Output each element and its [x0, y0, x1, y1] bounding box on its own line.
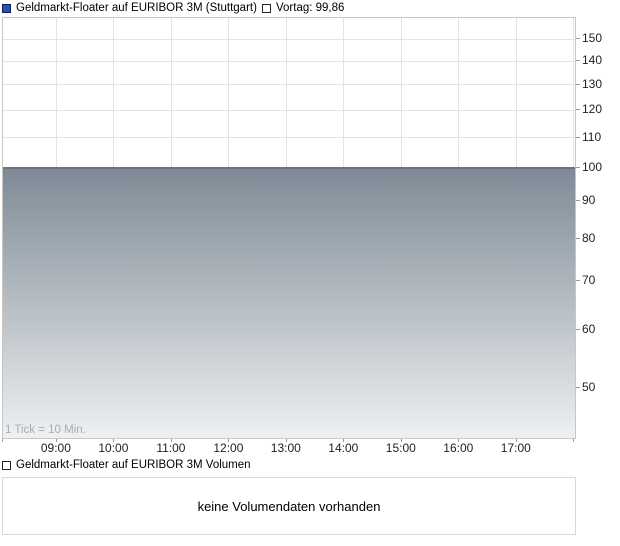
- series-checkbox-icon[interactable]: [2, 3, 11, 13]
- y-axis: 150 140 130 120 110 100 90 80 70 60 50: [576, 17, 620, 439]
- y-axis-tick: [576, 60, 580, 62]
- y-axis-tick: [576, 136, 580, 138]
- x-axis-tick: [55, 439, 57, 442]
- y-axis-tick: [576, 38, 580, 40]
- y-axis-label: 100: [582, 159, 603, 174]
- x-axis-tick: [170, 439, 172, 442]
- y-axis-label: 90: [582, 193, 596, 208]
- y-axis-label: 120: [582, 102, 603, 117]
- y-axis-label: 60: [582, 321, 596, 336]
- h-gridline: [3, 109, 575, 111]
- x-axis-tick: [573, 439, 575, 442]
- x-axis-tick: [285, 439, 287, 442]
- x-axis-tick: [515, 439, 517, 442]
- x-axis-label: 10:00: [98, 441, 129, 455]
- y-axis-tick: [576, 109, 580, 111]
- x-axis-tick: [2, 439, 3, 442]
- x-axis: 09:00 10:00 11:00 12:00 13:00 14:00 15:00 16:00…: [2, 439, 576, 455]
- y-axis-tick: [576, 166, 580, 168]
- tick-interval-note: 1 Tick = 10 Min.: [5, 424, 86, 436]
- y-axis-label: 150: [582, 31, 603, 46]
- x-axis-label: 13:00: [270, 441, 301, 455]
- previous-close-legend[interactable]: Vortag: 99,86: [262, 2, 344, 14]
- previous-close-legend-label: Vortag: 99,86: [276, 2, 345, 14]
- y-axis-tick: [576, 200, 580, 202]
- y-axis-label: 130: [582, 76, 603, 91]
- x-axis-label: 09:00: [40, 441, 71, 455]
- x-axis-label: 11:00: [156, 441, 186, 455]
- x-axis-tick: [458, 439, 460, 442]
- h-gridline: [3, 137, 575, 139]
- price-series-legend-label: Geldmarkt-Floater auf EURIBOR 3M (Stuttg…: [16, 2, 257, 14]
- x-axis-tick: [228, 439, 230, 442]
- y-axis-tick: [576, 328, 580, 330]
- x-axis-tick: [343, 439, 345, 442]
- volume-checkbox-icon[interactable]: [2, 460, 11, 470]
- x-axis-label: 15:00: [385, 441, 416, 455]
- x-axis-label: 12:00: [213, 441, 244, 455]
- volume-panel: keine Volumendaten vorhanden: [2, 477, 576, 535]
- y-axis-label: 110: [582, 129, 602, 144]
- volume-legend-label: Geldmarkt-Floater auf EURIBOR 3M Volumen: [16, 459, 251, 471]
- volume-series-legend[interactable]: Geldmarkt-Floater auf EURIBOR 3M Volumen: [2, 459, 251, 471]
- y-axis-tick: [576, 386, 580, 388]
- price-area-series: [3, 166, 575, 438]
- price-plot: [3, 18, 575, 438]
- volume-empty-message: keine Volumendaten vorhanden: [197, 498, 381, 514]
- y-axis-label: 80: [582, 230, 596, 245]
- y-axis-tick: [576, 280, 580, 281]
- y-axis-label: 50: [582, 379, 596, 394]
- x-axis-tick: [400, 439, 402, 442]
- y-axis-label: 140: [582, 53, 603, 68]
- price-series-legend[interactable]: Geldmarkt-Floater auf EURIBOR 3M (Stuttg…: [2, 2, 257, 14]
- previous-close-checkbox-icon[interactable]: [262, 3, 271, 13]
- y-axis-label: 70: [582, 273, 596, 287]
- price-chart: 1 Tick = 10 Min.: [2, 17, 576, 439]
- y-axis-tick: [576, 237, 580, 239]
- x-axis-label: 17:00: [500, 441, 531, 455]
- x-axis-label: 16:00: [443, 441, 474, 455]
- h-gridline: [3, 84, 575, 86]
- x-axis-tick: [113, 439, 115, 442]
- h-gridline: [3, 60, 575, 62]
- y-axis-tick: [576, 83, 580, 85]
- h-gridline: [3, 38, 575, 40]
- x-axis-label: 14:00: [328, 441, 359, 455]
